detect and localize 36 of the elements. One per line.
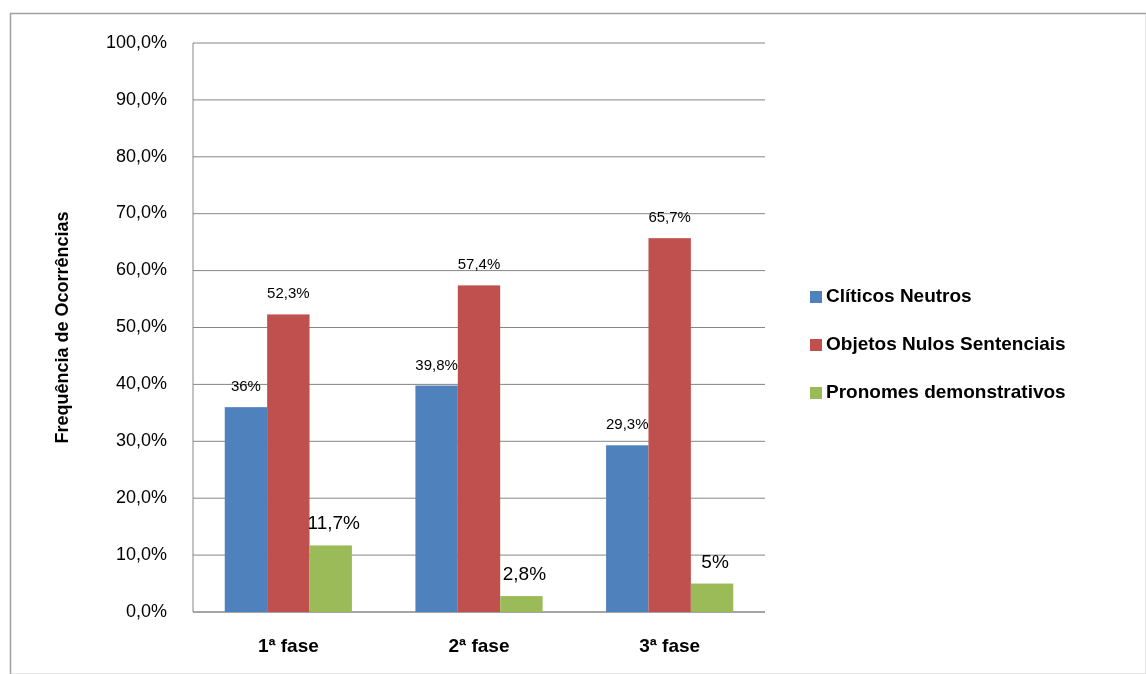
x-tick-label: 2ª fase bbox=[448, 635, 510, 657]
bar bbox=[648, 238, 691, 612]
data-label: 57,4% bbox=[457, 255, 501, 273]
bar bbox=[500, 596, 543, 612]
bar bbox=[415, 385, 458, 612]
bar bbox=[606, 445, 649, 612]
x-tick-label: 3ª fase bbox=[639, 635, 701, 657]
data-label: 52,3% bbox=[267, 284, 310, 302]
y-tick-label: 50,0% bbox=[115, 316, 167, 337]
data-label: 39,8% bbox=[415, 355, 458, 373]
data-label: 36% bbox=[230, 377, 261, 395]
y-tick-label: 100,0% bbox=[105, 31, 167, 52]
bar bbox=[690, 583, 734, 612]
legend-label: Pronomes demonstrativos bbox=[826, 381, 1066, 403]
bar bbox=[224, 407, 268, 612]
data-label: 11,7% bbox=[307, 512, 361, 534]
y-tick-label: 80,0% bbox=[115, 145, 167, 166]
legend-label: Clíticos Neutros bbox=[826, 285, 972, 307]
data-label: 5% bbox=[701, 550, 729, 572]
y-tick-label: 60,0% bbox=[115, 259, 167, 280]
y-tick-label: 30,0% bbox=[115, 430, 167, 451]
y-tick-label: 40,0% bbox=[115, 373, 167, 394]
data-label: 2,8% bbox=[502, 563, 547, 585]
y-tick-label: 0,0% bbox=[125, 600, 167, 621]
y-tick-label: 20,0% bbox=[115, 486, 167, 507]
x-tick-label: 1ª fase bbox=[257, 635, 319, 657]
y-tick-label: 90,0% bbox=[115, 88, 167, 109]
data-label: 65,7% bbox=[648, 208, 691, 226]
bar bbox=[457, 285, 501, 612]
y-tick-label: 10,0% bbox=[115, 543, 167, 564]
data-label: 29,3% bbox=[606, 415, 649, 433]
legend-label: Objetos Nulos Sentenciais bbox=[826, 333, 1066, 355]
bar bbox=[267, 314, 310, 612]
y-tick-label: 70,0% bbox=[115, 202, 167, 223]
y-axis-title: Frequência de Ocorrências bbox=[51, 211, 72, 444]
bar bbox=[309, 545, 352, 612]
